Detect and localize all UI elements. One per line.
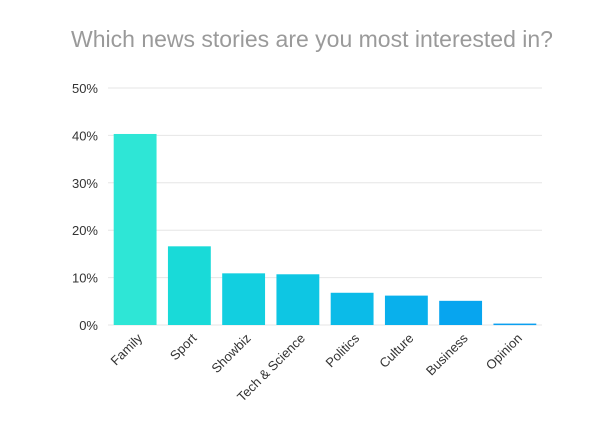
y-axis: 0% 10% 20% 30% 40% 50% — [72, 81, 98, 333]
bar-sport — [167, 246, 211, 325]
bar-tech-science — [276, 274, 320, 325]
y-tick-label: 40% — [72, 128, 98, 143]
bar-politics — [330, 292, 374, 325]
bar-opinion — [493, 323, 537, 326]
x-tick-label: Sport — [167, 330, 200, 363]
y-tick-label: 50% — [72, 81, 98, 96]
x-tick-label: Politics — [323, 330, 363, 370]
bar-showbiz — [222, 273, 266, 325]
bar-family — [113, 133, 157, 325]
x-tick-label: Opinion — [483, 331, 525, 373]
y-tick-label: 30% — [72, 176, 98, 191]
x-tick-label: Culture — [376, 331, 416, 371]
bar-business — [439, 300, 483, 325]
chart-title: Which news stories are you most interest… — [71, 26, 553, 52]
x-tick-label: Showbiz — [208, 331, 253, 376]
bars — [113, 133, 537, 326]
y-tick-label: 20% — [72, 223, 98, 238]
x-tick-label: Family — [108, 330, 146, 368]
bar-culture — [384, 295, 428, 325]
y-tick-label: 0% — [79, 318, 98, 333]
y-tick-label: 10% — [72, 271, 98, 286]
x-tick-label: Business — [423, 330, 471, 378]
